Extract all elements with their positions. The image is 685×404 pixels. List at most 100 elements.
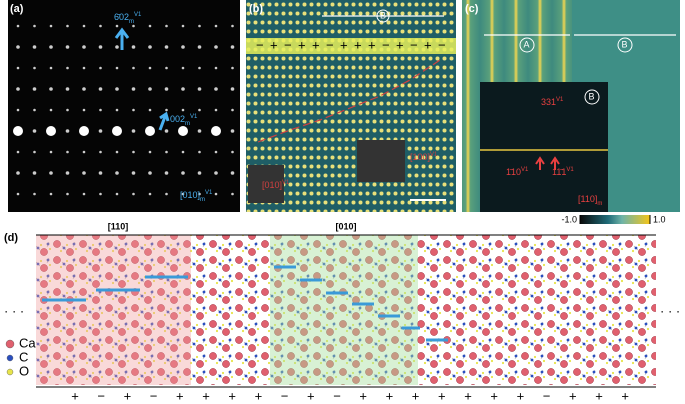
spot xyxy=(181,171,185,175)
sign-band xyxy=(246,38,456,54)
sign: − xyxy=(281,388,289,403)
spot xyxy=(32,87,37,91)
spot xyxy=(82,150,86,154)
spot xyxy=(66,150,69,154)
spot xyxy=(231,66,234,70)
sign: + xyxy=(307,388,315,403)
sign: + xyxy=(464,388,472,403)
spot xyxy=(132,150,135,154)
spot xyxy=(164,87,169,91)
sign: + xyxy=(340,37,348,52)
spot-label: 1̄10V1 xyxy=(506,167,529,178)
spot xyxy=(148,171,152,175)
sign: + xyxy=(438,388,446,403)
spot xyxy=(214,150,218,154)
spot xyxy=(181,45,185,49)
marker-circle xyxy=(519,37,535,53)
spot xyxy=(165,24,168,28)
arrow xyxy=(114,27,130,50)
region-marker: B xyxy=(622,39,628,49)
spot xyxy=(115,24,119,28)
atomic-model xyxy=(36,235,656,385)
chain-markers xyxy=(42,265,448,342)
sign: + xyxy=(386,388,394,403)
spot xyxy=(230,129,235,133)
sign: + xyxy=(228,388,236,403)
spot xyxy=(181,192,185,196)
spot xyxy=(16,66,20,70)
spot xyxy=(214,45,218,49)
inset-image xyxy=(248,165,284,203)
sign: − xyxy=(326,37,334,52)
spot xyxy=(66,108,69,112)
spot xyxy=(65,45,70,49)
index-sup: V1 xyxy=(556,97,564,103)
spot xyxy=(214,108,218,112)
spot-label: 002mV1 xyxy=(170,114,198,127)
spot xyxy=(198,108,201,112)
inset-label: [010]V1 xyxy=(262,180,290,191)
spot xyxy=(148,108,152,112)
index-main: [010] xyxy=(262,180,282,190)
spot xyxy=(214,87,218,91)
spot xyxy=(33,108,36,112)
spot xyxy=(13,126,23,136)
spot xyxy=(164,171,169,175)
sign: + xyxy=(569,388,577,403)
zone-label: [010]mV1 xyxy=(180,190,213,203)
fft-inset xyxy=(480,82,608,212)
region-marker: B xyxy=(589,91,595,101)
panel-label: (c) xyxy=(465,3,479,15)
zone-label: [110]m xyxy=(578,194,602,206)
sign: + xyxy=(424,37,432,52)
spot xyxy=(214,66,218,70)
index-sup: V1 xyxy=(566,167,574,173)
spot xyxy=(49,171,53,175)
spot xyxy=(198,192,201,196)
spot xyxy=(99,108,102,112)
sign: + xyxy=(312,37,320,52)
sign: − xyxy=(333,388,341,403)
legend-label: Ca xyxy=(19,335,36,350)
spot xyxy=(197,87,202,91)
sign: + xyxy=(298,37,306,52)
spot xyxy=(82,192,86,196)
spot xyxy=(82,87,86,91)
spot xyxy=(198,66,201,70)
spot xyxy=(198,150,201,154)
spot xyxy=(16,108,20,112)
spot xyxy=(132,108,135,112)
sign: + xyxy=(354,37,362,52)
spot xyxy=(65,87,70,91)
index-sup: V1 xyxy=(521,167,529,173)
spot xyxy=(214,192,218,196)
spot xyxy=(131,87,136,91)
legend-swatch xyxy=(6,368,14,376)
sign: + xyxy=(176,388,184,403)
spot-label: 11̄1V1 xyxy=(552,167,574,178)
spot xyxy=(148,24,152,28)
spot xyxy=(181,87,185,91)
ellipsis: · · · xyxy=(4,303,24,318)
spot xyxy=(148,45,152,49)
spot xyxy=(66,66,69,70)
spot xyxy=(165,192,168,196)
index-main: 11̄1 xyxy=(552,167,566,177)
sign: + xyxy=(396,37,404,52)
spot xyxy=(178,126,188,136)
index-sub: m xyxy=(597,201,602,207)
boundary-line xyxy=(257,59,441,143)
sign: − xyxy=(150,388,158,403)
spot xyxy=(99,24,102,28)
spot xyxy=(32,45,37,49)
sign: − xyxy=(256,37,264,52)
index-main: 331 xyxy=(541,97,556,107)
index-sub: m xyxy=(200,197,205,203)
legend-swatch xyxy=(6,354,14,362)
spot xyxy=(231,108,234,112)
sign: + xyxy=(202,388,210,403)
spot xyxy=(181,24,185,28)
spot xyxy=(33,150,36,154)
spot xyxy=(148,66,152,70)
